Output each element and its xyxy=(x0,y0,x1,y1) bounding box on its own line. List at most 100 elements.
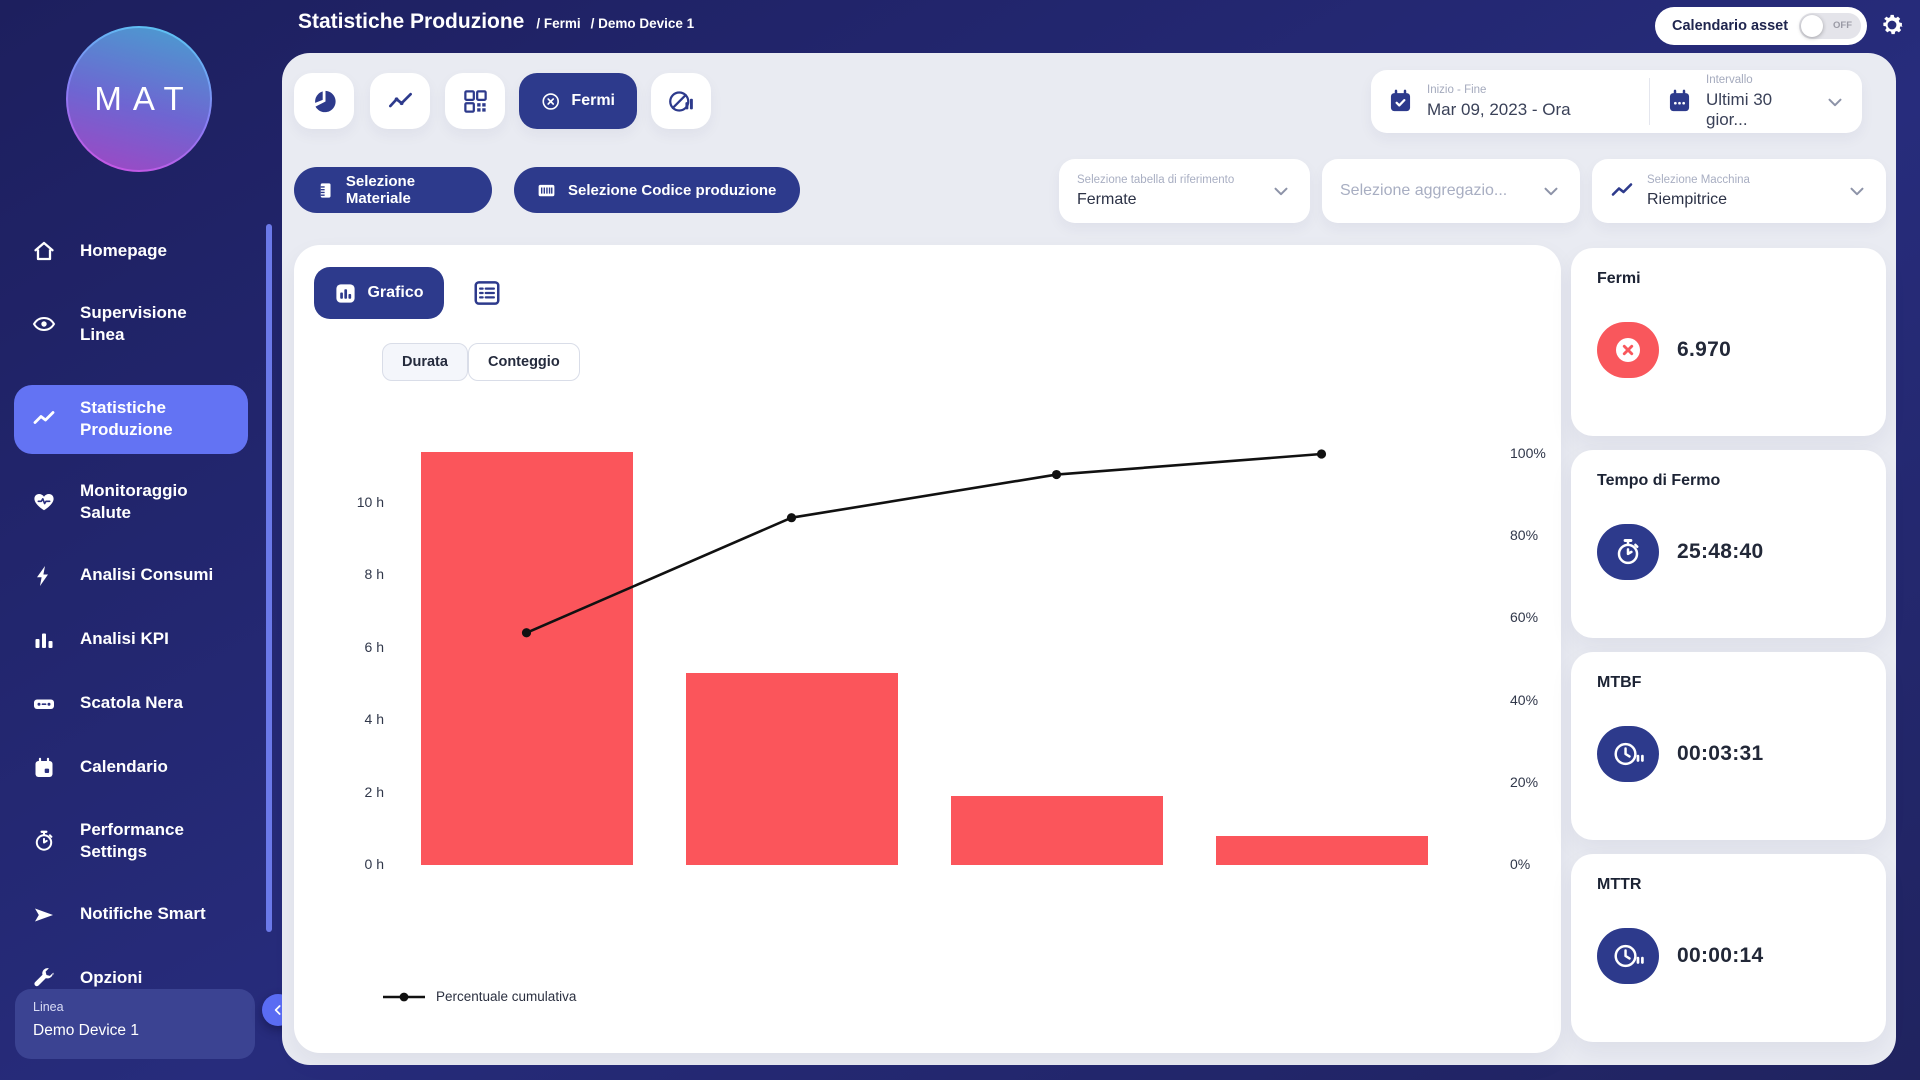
grafico-view-button[interactable]: Grafico xyxy=(314,267,444,319)
sidebar: MAT Homepage Supervisione Linea Statistich… xyxy=(0,0,294,1080)
reference-table-value: Fermate xyxy=(1077,190,1137,208)
mat-logo: MAT xyxy=(66,26,212,172)
y-axis-tick: 8 h xyxy=(364,566,384,583)
sidebar-item-scatola-nera[interactable]: Scatola Nera xyxy=(0,691,282,717)
stat-card-value: 25:48:40 xyxy=(1677,540,1764,563)
sidebar-item-statistiche-produzione[interactable]: Statistiche Produzione xyxy=(14,384,248,454)
view-button-label: Fermi xyxy=(571,92,615,109)
aggregation-dropdown[interactable]: Selezione aggregazio... xyxy=(1322,159,1580,223)
sidebar-item-homepage[interactable]: Homepage xyxy=(0,238,282,264)
main-content: Fermi Inizio - Fine Mar 09, 2023 - Ora I… xyxy=(282,53,1896,1065)
sidebar-item-analisi-consumi[interactable]: Analisi Consumi xyxy=(0,563,282,589)
home-icon xyxy=(34,241,54,261)
heart-pulse-icon xyxy=(34,494,54,511)
circle-x-icon xyxy=(542,92,559,110)
interval-dropdown[interactable]: Intervallo Ultimi 30 gior... xyxy=(1650,70,1862,133)
view-fermi-button[interactable]: Fermi xyxy=(519,73,637,129)
interval-value: Ultimi 30 gior... xyxy=(1706,89,1773,129)
stat-card-title: Tempo di Fermo xyxy=(1597,472,1721,489)
sidebar-item-monitoraggio-salute[interactable]: Monitoraggio Salute xyxy=(0,480,282,525)
sidebar-item-label: Monitoraggio Salute xyxy=(80,480,188,523)
sidebar-item-supervisione-linea[interactable]: Supervisione Linea xyxy=(0,302,282,347)
line-chart-icon xyxy=(388,92,412,107)
line-selector[interactable]: Linea Demo Device 1 xyxy=(15,989,255,1059)
sidebar-item-label: Homepage xyxy=(80,240,167,260)
divider xyxy=(1649,78,1650,125)
chevron-down-icon xyxy=(1544,187,1558,196)
pareto-bar xyxy=(420,452,633,865)
y-axis-tick: 6 h xyxy=(364,638,384,655)
pct-axis-tick: 60% xyxy=(1510,609,1539,626)
view-qr-grid-button[interactable] xyxy=(445,73,505,129)
sidebar-item-label: Notifiche Smart xyxy=(80,904,206,924)
toggle-track[interactable]: OFF xyxy=(1799,13,1861,39)
aggregation-placeholder: Selezione aggregazio... xyxy=(1340,182,1508,199)
sidebar-scrollbar[interactable] xyxy=(266,224,272,932)
pct-axis-tick: 100% xyxy=(1510,445,1546,461)
sidebar-item-notifiche-smart[interactable]: Notifiche Smart xyxy=(0,902,282,928)
date-range-picker[interactable]: Inizio - Fine Mar 09, 2023 - Ora xyxy=(1371,70,1649,133)
view-line-chart-button[interactable] xyxy=(370,73,430,129)
sidebar-item-analisi-kpi[interactable]: Analisi KPI xyxy=(0,627,282,653)
page-title: Statistiche Produzione xyxy=(298,10,525,33)
sidebar-item-calendario[interactable]: Calendario xyxy=(0,755,282,781)
qr-grid-icon xyxy=(463,89,487,113)
stat-card-title: MTTR xyxy=(1597,876,1642,893)
eye-icon xyxy=(32,317,56,332)
mode-conteggio-button[interactable]: Conteggio xyxy=(468,343,580,381)
table-view-button[interactable] xyxy=(472,278,502,308)
reference-table-dropdown[interactable]: Selezione tabella di riferimento Fermate xyxy=(1059,159,1310,223)
pct-axis-tick: 40% xyxy=(1510,691,1539,708)
interval-label: Intervallo xyxy=(1706,73,1753,86)
black-box-icon xyxy=(34,699,54,709)
production-code-select-button[interactable]: Selezione Codice produzione xyxy=(514,167,800,213)
clock-pause-badge xyxy=(1597,726,1659,782)
pie-chart-icon xyxy=(314,90,336,112)
sidebar-nav: Homepage Supervisione Linea Statistiche Pr… xyxy=(0,238,282,1030)
pct-axis-tick: 20% xyxy=(1510,773,1539,790)
stat-card-value: 00:03:31 xyxy=(1677,742,1764,765)
send-icon xyxy=(35,908,53,921)
toggle-knob[interactable] xyxy=(1801,15,1823,37)
date-range-value: Mar 09, 2023 - Ora xyxy=(1427,99,1571,119)
breadcrumb-item[interactable]: / Fermi xyxy=(536,16,581,31)
view-no-data-button[interactable] xyxy=(651,73,711,129)
toggle-state: OFF xyxy=(1833,20,1852,31)
stat-card-tempo-di-fermo: Tempo di Fermo 25:48:40 xyxy=(1571,450,1886,638)
stat-card-value: 00:00:14 xyxy=(1677,944,1764,967)
stat-card-mtbf: MTBF 00:03:31 xyxy=(1571,652,1886,840)
chart-icon xyxy=(336,283,356,303)
view-pie-chart-button[interactable] xyxy=(294,73,354,129)
pct-axis-tick: 80% xyxy=(1510,527,1539,544)
clock-pause-icon xyxy=(1614,742,1644,766)
machine-dropdown[interactable]: Selezione Macchina Riempitrice xyxy=(1592,159,1886,223)
material-select-label: Selezione Materiale xyxy=(345,173,416,207)
production-code-select-label: Selezione Codice produzione xyxy=(568,181,777,199)
sidebar-item-label: Scatola Nera xyxy=(80,693,183,713)
mode-durata-button[interactable]: Durata xyxy=(382,343,468,381)
stop-x-badge xyxy=(1597,322,1659,378)
sidebar-item-performance-settings[interactable]: Performance Settings xyxy=(0,819,282,864)
stat-card-mttr: MTTR 00:00:14 xyxy=(1571,854,1886,1042)
stat-card-title: MTBF xyxy=(1597,674,1642,691)
chevron-down-icon xyxy=(1274,187,1288,196)
pareto-bar xyxy=(950,796,1163,865)
material-select-button[interactable]: Selezione Materiale xyxy=(294,167,492,213)
date-range-label: Inizio - Fine xyxy=(1427,83,1487,96)
sidebar-item-opzioni[interactable]: Opzioni xyxy=(0,966,282,992)
calendar-asset-toggle[interactable]: Calendario asset OFF xyxy=(1655,7,1867,45)
breadcrumb-item[interactable]: / Demo Device 1 xyxy=(590,16,695,31)
stat-card-fermi: Fermi 6.970 xyxy=(1571,248,1886,436)
wrench-icon xyxy=(34,967,54,986)
page-header: Statistiche Produzione / Fermi / Demo Dev… xyxy=(298,10,694,34)
sidebar-item-label: Statistiche Produzione xyxy=(80,397,173,440)
calendar-check-icon xyxy=(1390,89,1411,112)
bolt-icon xyxy=(37,565,48,586)
legend-line-marker-icon xyxy=(383,992,425,1001)
settings-button[interactable] xyxy=(1878,11,1906,39)
chevron-down-icon xyxy=(1850,187,1864,196)
material-icon xyxy=(320,182,331,198)
chart-legend: Percentuale cumulativa xyxy=(382,989,576,1004)
y-axis-tick: 4 h xyxy=(364,711,384,728)
